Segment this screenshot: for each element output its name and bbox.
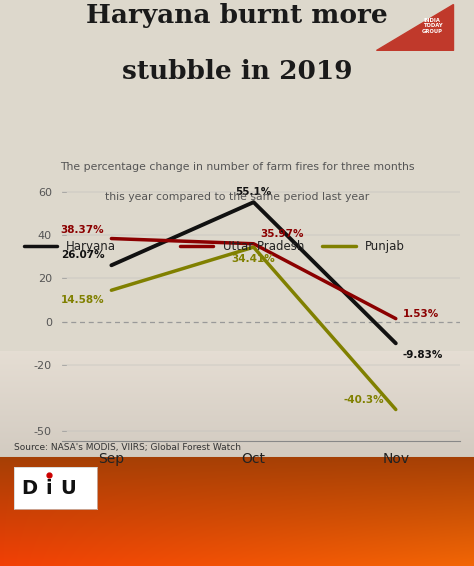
Text: 34.41%: 34.41% [232,254,275,264]
Text: 35.97%: 35.97% [261,229,304,239]
Text: Uttar Pradesh: Uttar Pradesh [223,240,304,252]
Text: 26.07%: 26.07% [61,250,104,260]
Text: Source: NASA's MODIS, VIIRS; Global Forest Watch: Source: NASA's MODIS, VIIRS; Global Fore… [14,443,241,452]
Text: stubble in 2019: stubble in 2019 [122,59,352,84]
Text: D: D [21,479,37,498]
Text: -40.3%: -40.3% [344,395,384,405]
Text: i: i [46,479,52,498]
Text: 14.58%: 14.58% [61,294,104,305]
Text: Haryana: Haryana [66,240,116,252]
Text: The percentage change in number of farm fires for three months: The percentage change in number of farm … [60,162,414,172]
Text: Haryana burnt more: Haryana burnt more [86,3,388,28]
Text: -9.83%: -9.83% [403,350,443,360]
Text: U: U [60,479,76,498]
Polygon shape [376,4,454,50]
Text: 1.53%: 1.53% [403,309,439,319]
Text: 55.1%: 55.1% [236,187,272,197]
Text: INDIA
TODAY
GROUP: INDIA TODAY GROUP [422,18,443,34]
Text: Punjab: Punjab [365,240,405,252]
Text: this year compared to the same period last year: this year compared to the same period la… [105,192,369,203]
Text: 38.37%: 38.37% [61,225,104,235]
